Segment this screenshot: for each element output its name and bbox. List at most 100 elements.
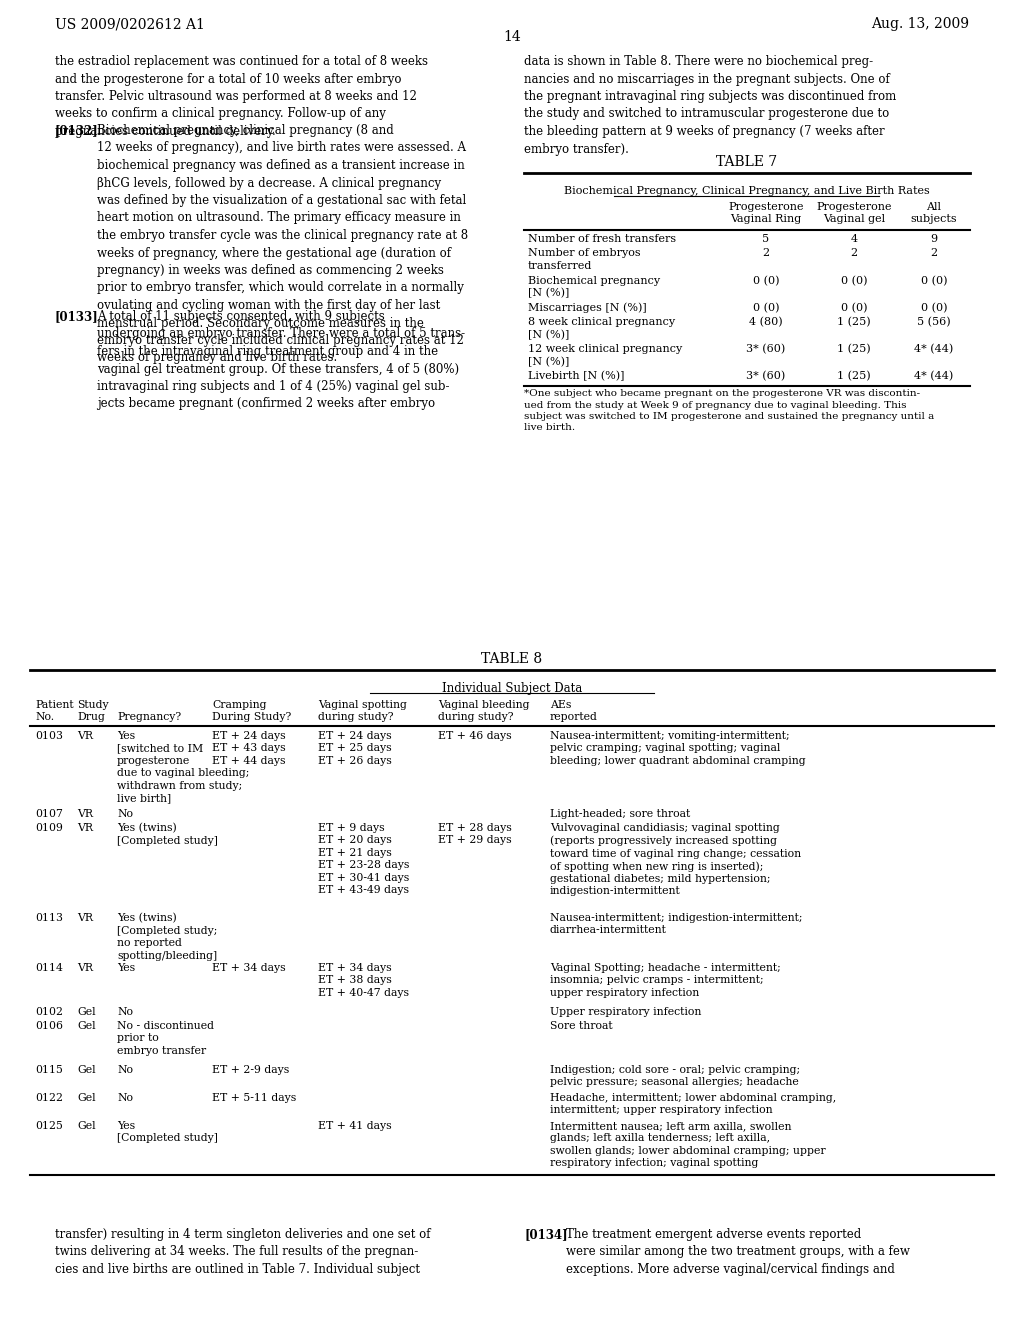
Text: Light-headed; sore throat: Light-headed; sore throat — [550, 809, 690, 818]
Text: 3* (60): 3* (60) — [746, 371, 785, 381]
Text: 0125: 0125 — [35, 1121, 62, 1131]
Text: VR: VR — [77, 809, 93, 818]
Text: A total of 11 subjects consented, with 9 subjects
undergoing an embryo transfer.: A total of 11 subjects consented, with 9… — [97, 310, 465, 411]
Text: 1 (25): 1 (25) — [838, 345, 870, 354]
Text: No: No — [117, 1093, 133, 1104]
Text: Number of embryos
transferred: Number of embryos transferred — [528, 248, 641, 271]
Text: *One subject who became pregnant on the progesterone VR was discontin-
ued from : *One subject who became pregnant on the … — [524, 389, 934, 432]
Text: Nausea-intermittent; vomiting-intermittent;
pelvic cramping; vaginal spotting; v: Nausea-intermittent; vomiting-intermitte… — [550, 731, 806, 766]
Text: 12 week clinical pregnancy
[N (%)]: 12 week clinical pregnancy [N (%)] — [528, 345, 682, 367]
Text: Cramping: Cramping — [212, 700, 266, 710]
Text: 2: 2 — [931, 248, 938, 259]
Text: 0 (0): 0 (0) — [753, 302, 779, 313]
Text: VR: VR — [77, 731, 93, 741]
Text: 0 (0): 0 (0) — [841, 302, 867, 313]
Text: Intermittent nausea; left arm axilla, swollen
glands; left axilla tenderness; le: Intermittent nausea; left arm axilla, sw… — [550, 1121, 825, 1168]
Text: Biochemical pregnancy
[N (%)]: Biochemical pregnancy [N (%)] — [528, 276, 660, 298]
Text: Vaginal spotting: Vaginal spotting — [318, 700, 407, 710]
Text: Yes
[Completed study]: Yes [Completed study] — [117, 1121, 218, 1143]
Text: 4 (80): 4 (80) — [750, 317, 782, 327]
Text: Number of fresh transfers: Number of fresh transfers — [528, 234, 676, 244]
Text: Drug: Drug — [77, 711, 104, 722]
Text: Indigestion; cold sore - oral; pelvic cramping;
pelvic pressure; seasonal allerg: Indigestion; cold sore - oral; pelvic cr… — [550, 1065, 800, 1088]
Text: 2: 2 — [763, 248, 770, 259]
Text: ET + 34 days: ET + 34 days — [212, 964, 286, 973]
Text: 0114: 0114 — [35, 964, 62, 973]
Text: Gel: Gel — [77, 1020, 95, 1031]
Text: 0113: 0113 — [35, 913, 63, 923]
Text: 1 (25): 1 (25) — [838, 371, 870, 381]
Text: 0 (0): 0 (0) — [841, 276, 867, 286]
Text: 0103: 0103 — [35, 731, 63, 741]
Text: 2: 2 — [851, 248, 857, 259]
Text: VR: VR — [77, 964, 93, 973]
Text: ET + 28 days
ET + 29 days: ET + 28 days ET + 29 days — [438, 822, 512, 845]
Text: during study?: during study? — [318, 711, 393, 722]
Text: Yes (twins)
[Completed study]: Yes (twins) [Completed study] — [117, 822, 218, 846]
Text: 8 week clinical pregnancy
[N (%)]: 8 week clinical pregnancy [N (%)] — [528, 317, 675, 339]
Text: ET + 46 days: ET + 46 days — [438, 731, 512, 741]
Text: 0115: 0115 — [35, 1065, 62, 1074]
Text: 0 (0): 0 (0) — [753, 276, 779, 286]
Text: Vulvovaginal candidiasis; vaginal spotting
(reports progressively increased spot: Vulvovaginal candidiasis; vaginal spotti… — [550, 822, 801, 896]
Text: the estradiol replacement was continued for a total of 8 weeks
and the progester: the estradiol replacement was continued … — [55, 55, 428, 139]
Text: Progesterone
Vaginal gel: Progesterone Vaginal gel — [816, 202, 892, 224]
Text: 0102: 0102 — [35, 1007, 63, 1016]
Text: 14: 14 — [503, 30, 521, 44]
Text: 0 (0): 0 (0) — [921, 276, 947, 286]
Text: Gel: Gel — [77, 1065, 95, 1074]
Text: Nausea-intermittent; indigestion-intermittent;
diarrhea-intermittent: Nausea-intermittent; indigestion-intermi… — [550, 913, 803, 936]
Text: The treatment emergent adverse events reported
were similar among the two treatm: The treatment emergent adverse events re… — [566, 1228, 910, 1276]
Text: Aug. 13, 2009: Aug. 13, 2009 — [871, 17, 969, 30]
Text: 4* (44): 4* (44) — [914, 371, 953, 381]
Text: data is shown in Table 8. There were no biochemical preg-
nancies and no miscarr: data is shown in Table 8. There were no … — [524, 55, 896, 156]
Text: Pregnancy?: Pregnancy? — [117, 711, 181, 722]
Text: AEs: AEs — [550, 700, 571, 710]
Text: During Study?: During Study? — [212, 711, 291, 722]
Text: TABLE 8: TABLE 8 — [481, 652, 543, 667]
Text: Vaginal bleeding: Vaginal bleeding — [438, 700, 529, 710]
Text: during study?: during study? — [438, 711, 513, 722]
Text: ET + 2-9 days: ET + 2-9 days — [212, 1065, 289, 1074]
Text: reported: reported — [550, 711, 598, 722]
Text: Study: Study — [77, 700, 109, 710]
Text: Gel: Gel — [77, 1007, 95, 1016]
Text: ET + 24 days
ET + 25 days
ET + 26 days: ET + 24 days ET + 25 days ET + 26 days — [318, 731, 392, 766]
Text: Upper respiratory infection: Upper respiratory infection — [550, 1007, 701, 1016]
Text: 0109: 0109 — [35, 822, 62, 833]
Text: No: No — [117, 1007, 133, 1016]
Text: US 2009/0202612 A1: US 2009/0202612 A1 — [55, 17, 205, 30]
Text: Progesterone
Vaginal Ring: Progesterone Vaginal Ring — [728, 202, 804, 224]
Text: 0122: 0122 — [35, 1093, 63, 1104]
Text: 0106: 0106 — [35, 1020, 63, 1031]
Text: Patient: Patient — [35, 700, 74, 710]
Text: 4* (44): 4* (44) — [914, 345, 953, 354]
Text: Vaginal Spotting; headache - intermittent;
insomnia; pelvic cramps - intermitten: Vaginal Spotting; headache - intermitten… — [550, 964, 780, 998]
Text: ET + 24 days
ET + 43 days
ET + 44 days: ET + 24 days ET + 43 days ET + 44 days — [212, 731, 286, 766]
Text: ET + 5-11 days: ET + 5-11 days — [212, 1093, 296, 1104]
Text: Yes (twins)
[Completed study;
no reported
spotting/bleeding]: Yes (twins) [Completed study; no reporte… — [117, 913, 217, 961]
Text: 5 (56): 5 (56) — [918, 317, 951, 327]
Text: No.: No. — [35, 711, 54, 722]
Text: Livebirth [N (%)]: Livebirth [N (%)] — [528, 371, 625, 381]
Text: 3* (60): 3* (60) — [746, 345, 785, 354]
Text: 1 (25): 1 (25) — [838, 317, 870, 327]
Text: No - discontinued
prior to
embryo transfer: No - discontinued prior to embryo transf… — [117, 1020, 214, 1056]
Text: 4: 4 — [851, 234, 857, 244]
Text: [0133]: [0133] — [55, 310, 98, 323]
Text: ET + 41 days: ET + 41 days — [318, 1121, 391, 1131]
Text: transfer) resulting in 4 term singleton deliveries and one set of
twins deliveri: transfer) resulting in 4 term singleton … — [55, 1228, 430, 1276]
Text: Yes
[switched to IM
progesterone
due to vaginal bleeding;
withdrawn from study;
: Yes [switched to IM progesterone due to … — [117, 731, 250, 803]
Text: 0 (0): 0 (0) — [921, 302, 947, 313]
Text: VR: VR — [77, 822, 93, 833]
Text: 0107: 0107 — [35, 809, 62, 818]
Text: No: No — [117, 1065, 133, 1074]
Text: ET + 9 days
ET + 20 days
ET + 21 days
ET + 23-28 days
ET + 30-41 days
ET + 43-49: ET + 9 days ET + 20 days ET + 21 days ET… — [318, 822, 410, 895]
Text: Biochemical Pregnancy, Clinical Pregnancy, and Live Birth Rates: Biochemical Pregnancy, Clinical Pregnanc… — [563, 186, 930, 195]
Text: 5: 5 — [763, 234, 770, 244]
Text: Sore throat: Sore throat — [550, 1020, 612, 1031]
Text: Biochemical pregnancy, clinical pregnancy (8 and
12 weeks of pregnancy), and liv: Biochemical pregnancy, clinical pregnanc… — [97, 124, 468, 364]
Text: [0134]: [0134] — [524, 1228, 567, 1241]
Text: Miscarriages [N (%)]: Miscarriages [N (%)] — [528, 302, 647, 313]
Text: Individual Subject Data: Individual Subject Data — [442, 682, 582, 696]
